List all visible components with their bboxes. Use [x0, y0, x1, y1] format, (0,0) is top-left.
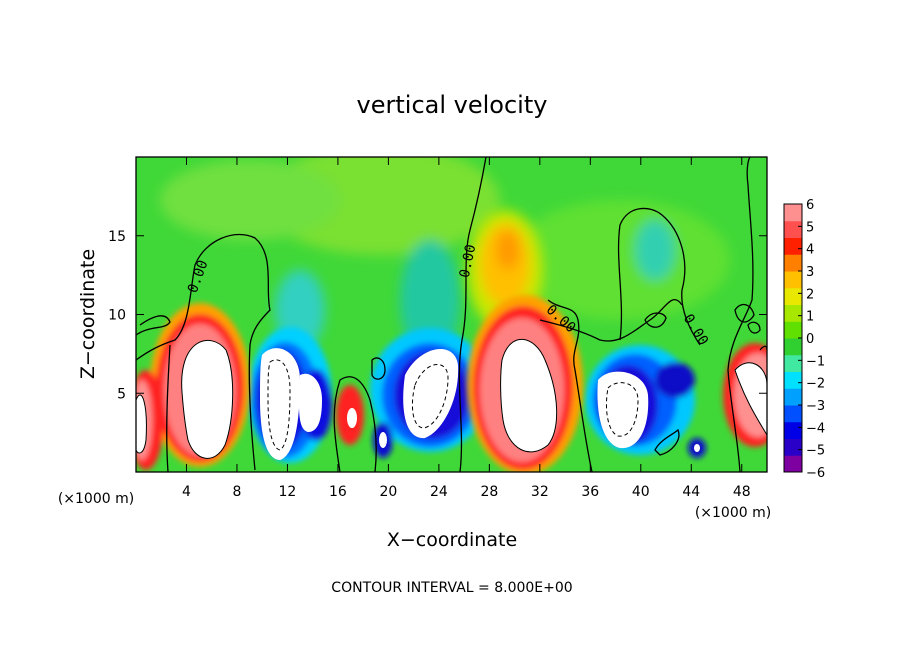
- x-tick-label: 12: [279, 484, 297, 500]
- colorbar-tick-label: −3: [806, 399, 825, 414]
- colorbar-swatch: [784, 405, 802, 423]
- colorbar-tick-label: −1: [806, 354, 825, 369]
- x-axis-label: X−coordinate: [387, 529, 517, 551]
- y-axis-label: Z−coordinate: [77, 249, 99, 379]
- x-tick-label: 32: [531, 484, 549, 500]
- colorbar: 6 5 4 3 2 1 0 −1 −2 −3 −4 −5 −6: [783, 198, 825, 481]
- colorbar-swatch: [784, 321, 802, 339]
- x-tick-label: 8: [232, 484, 241, 500]
- x-unit-right: (×1000 m): [695, 505, 771, 521]
- y-axis-ticks: 5 10 15: [108, 229, 767, 402]
- colorbar-swatch: [784, 287, 802, 305]
- colorbar-swatch: [784, 271, 802, 289]
- colorbar-tick-label: −5: [806, 444, 825, 459]
- x-tick-label: 36: [581, 484, 599, 500]
- colorbar-swatch: [784, 455, 802, 473]
- x-tick-label: 40: [632, 484, 650, 500]
- x-axis-ticks: 4 8 12 16 20 24 28 32 36 40 44 48: [182, 157, 751, 500]
- x-tick-label: 4: [182, 484, 191, 500]
- x-tick-label: 28: [480, 484, 498, 500]
- chart-title: vertical velocity: [357, 91, 548, 119]
- colorbar-swatch: [784, 371, 802, 389]
- y-tick-label: 10: [108, 308, 126, 324]
- colorbar-tick-label: −6: [806, 466, 825, 481]
- plot-area: 0.00 0.00 0.00 0.00: [136, 157, 767, 472]
- colorbar-swatch: [784, 388, 802, 406]
- colorbar-tick-label: −4: [806, 421, 825, 436]
- colorbar-tick-label: 5: [806, 220, 814, 235]
- colorbar-swatch: [784, 304, 802, 322]
- x-tick-label: 20: [379, 484, 397, 500]
- colorbar-tick-label: 4: [806, 243, 814, 258]
- contour-label-2: 0.00: [457, 243, 480, 279]
- y-tick-label: 15: [108, 229, 126, 245]
- colorbar-tick-label: 1: [806, 310, 814, 325]
- zero-contours: [136, 157, 767, 472]
- contour-interval-note: CONTOUR INTERVAL = 8.000E+00: [331, 580, 572, 596]
- colorbar-tick-label: 6: [806, 198, 814, 213]
- x-tick-label: 16: [329, 484, 347, 500]
- x-tick-label: 48: [733, 484, 751, 500]
- y-tick-label: 5: [117, 386, 126, 402]
- x-tick-label: 44: [682, 484, 700, 500]
- colorbar-tick-label: −2: [806, 377, 825, 392]
- colorbar-tick-label: 2: [806, 287, 814, 302]
- saturated-cores: [136, 338, 767, 460]
- colorbar-swatch: [784, 237, 802, 255]
- x-tick-label: 24: [430, 484, 448, 500]
- colorbar-swatch: [784, 220, 802, 238]
- colorbar-swatch: [784, 254, 802, 272]
- colorbar-swatch: [784, 338, 802, 356]
- x-unit-left: (×1000 m): [58, 491, 134, 507]
- colorbar-tick-label: 0: [806, 332, 814, 347]
- colorbar-swatch: [784, 421, 802, 439]
- colorbar-swatch: [784, 204, 802, 222]
- colorbar-swatch: [784, 354, 802, 372]
- colorbar-swatch: [784, 438, 802, 456]
- colorbar-tick-label: 3: [806, 265, 814, 280]
